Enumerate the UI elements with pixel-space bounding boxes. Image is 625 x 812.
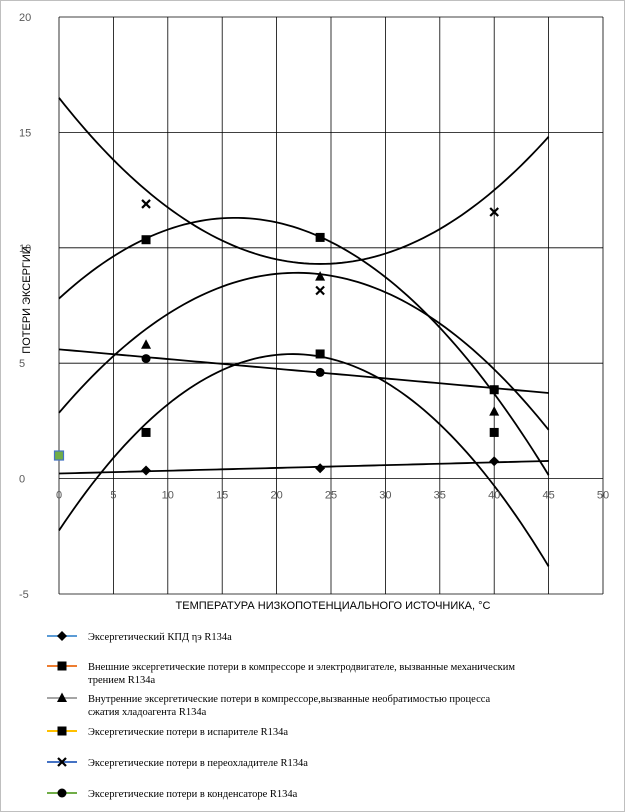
trendline-series-6 [58,348,549,394]
gridlines [58,16,604,595]
y-axis-label: ПОТЕРИ ЭКСЕРГИИ [21,246,33,353]
data-point-series-1 [489,456,500,467]
x-tick-label: 30 [379,490,391,502]
markers [53,199,500,476]
trendline-series-1 [58,460,549,475]
data-point-series-4 [141,235,151,245]
y-tick-label: 0 [19,474,25,486]
data-point-series-1 [315,463,326,474]
legend-label-3: Внутренние эксергетические потери в комп… [88,694,491,718]
data-point-series-2 [489,427,499,437]
y-tick-label: 20 [19,12,31,24]
legend-marker-4 [57,726,67,736]
legend-marker-5 [57,757,67,767]
x-tick-label: 50 [597,490,609,502]
x-tick-label: 10 [162,490,174,502]
legend-label-5: Эксергетические потери в переохладителе … [88,758,308,769]
trendline-series-5 [58,97,550,265]
trendline-series-3 [58,271,550,431]
data-point-series-2 [315,349,325,359]
data-point-series-5 [489,207,499,217]
legend-marker-6 [57,788,67,798]
data-point-series-3 [315,271,326,281]
x-tick-label: 25 [325,490,337,502]
legend: Эксергетический КПД ηэ R134a Внешние эксе… [47,631,515,800]
y-tick-label: 5 [19,358,25,370]
data-point-series-5 [141,199,151,209]
legend-label-6: Эксергетические потери в конденсаторе R1… [88,789,298,800]
x-tick-label: 45 [542,490,554,502]
x-tick-label: 15 [216,490,228,502]
trendline-series-2 [58,353,550,567]
y-tick-label: 10 [19,243,31,255]
data-point-series-6 [315,367,325,377]
tick-labels: 0 5 10 15 20 25 30 35 40 45 50 -5 0 5 10 15 20 [19,12,609,601]
legend-marker-1 [57,631,67,641]
legend-label-2: Внешние эксергетические потери в компрес… [88,662,515,686]
y-tick-label: 15 [19,127,31,139]
trendlines [58,97,550,567]
x-tick-label: 20 [270,490,282,502]
legend-marker-3 [57,692,67,702]
legend-label-1: Эксергетический КПД ηэ R134a [88,632,232,643]
x-tick-label: 40 [488,490,500,502]
data-point-overlay [53,450,65,461]
data-point-series-5 [315,285,325,296]
x-tick-label: 0 [56,490,62,502]
trendline-series-4 [58,216,550,476]
legend-label-4: Эксергетические потери в испарителе R134… [88,727,288,738]
x-tick-label: 35 [434,490,446,502]
data-point-series-6 [141,354,151,364]
data-point-series-2 [141,427,151,437]
x-tick-label: 5 [110,490,116,502]
x-axis-label: ТЕМПЕРАТУРА НИЗКОПОТЕНЦИАЛЬНОГО ИСТОЧНИК… [176,600,491,612]
data-point-series-6 [489,385,499,395]
data-point-series-4 [315,232,325,242]
data-point-series-3 [141,339,152,349]
data-point-series-1 [141,465,152,476]
data-point-series-3 [489,406,500,416]
legend-marker-2 [57,661,67,671]
y-tick-label: -5 [19,589,29,601]
